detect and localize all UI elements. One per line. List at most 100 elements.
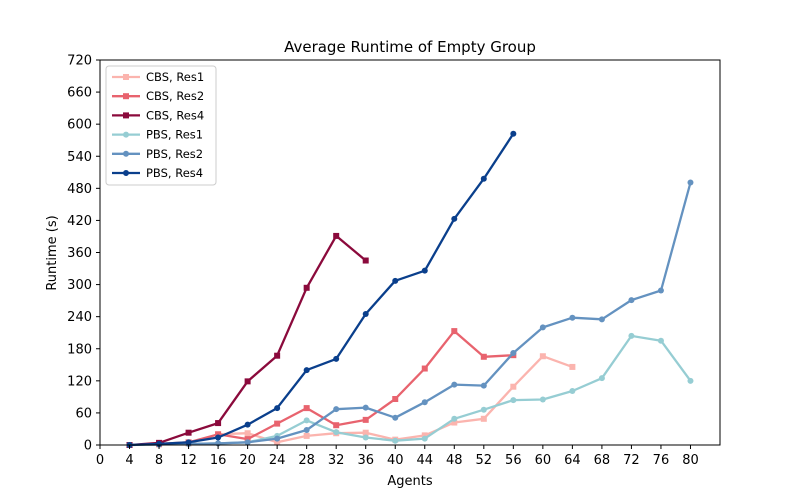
data-point (598, 316, 605, 323)
plot-area (126, 130, 694, 448)
data-point (244, 436, 251, 443)
data-point (303, 367, 310, 374)
data-point (539, 324, 546, 331)
x-tick-label: 0 (96, 453, 104, 468)
series-2 (126, 328, 517, 448)
data-point (657, 337, 664, 344)
data-point (333, 232, 340, 239)
x-tick-label: 20 (239, 453, 256, 468)
y-tick-label: 0 (84, 439, 92, 454)
x-tick-label: 4 (125, 453, 133, 468)
data-point (362, 429, 369, 436)
data-point (333, 422, 340, 429)
legend-marker (123, 150, 129, 157)
data-point (480, 406, 487, 413)
data-point (274, 435, 281, 442)
x-tick-label: 68 (594, 453, 611, 468)
x-tick-label: 44 (416, 453, 433, 468)
data-point (451, 415, 458, 422)
data-point (510, 383, 517, 390)
data-point (451, 381, 458, 388)
series-6 (126, 130, 517, 448)
data-point (480, 175, 487, 182)
data-point (657, 287, 664, 294)
legend-entry: CBS, Res4 (112, 108, 204, 122)
data-point (539, 396, 546, 403)
data-point (628, 332, 635, 339)
data-point (569, 363, 576, 370)
data-point (392, 277, 399, 284)
data-point (510, 350, 517, 357)
legend-label: CBS, Res1 (146, 70, 204, 84)
series-line (129, 329, 514, 447)
data-point (421, 435, 428, 442)
data-point (185, 439, 192, 446)
data-point (185, 429, 192, 436)
data-point (303, 432, 310, 439)
data-point (244, 421, 251, 428)
y-tick-label: 660 (67, 86, 92, 101)
x-tick-label: 80 (682, 453, 699, 468)
data-point (392, 437, 399, 444)
data-point (274, 439, 281, 446)
y-tick-label: 720 (67, 54, 92, 69)
series-line (129, 334, 692, 447)
x-tick-label: 72 (623, 453, 640, 468)
data-point (451, 215, 458, 222)
y-tick-label: 120 (67, 374, 92, 389)
legend-label: PBS, Res1 (146, 128, 203, 142)
data-point (303, 417, 310, 424)
x-tick-label: 48 (446, 453, 463, 468)
x-tick-label: 56 (505, 453, 522, 468)
data-point (687, 179, 694, 186)
legend-label: CBS, Res4 (146, 108, 204, 122)
legend-entry: PBS, Res1 (112, 128, 203, 142)
series-5 (126, 179, 694, 448)
y-tick-label: 420 (67, 214, 92, 229)
data-point (215, 420, 222, 427)
legend: CBS, Res1 CBS, Res2 CBS, Res4 PBS, Res1 PBS,… (105, 65, 217, 186)
y-tick-label: 600 (67, 118, 92, 133)
data-point (421, 432, 428, 439)
data-point (362, 434, 369, 441)
data-point (510, 397, 517, 404)
legend-entry: PBS, Res2 (112, 147, 203, 161)
legend-marker (123, 131, 129, 138)
x-tick-label: 64 (564, 453, 581, 468)
data-point (451, 419, 458, 426)
y-axis-label: Runtime (s) (45, 215, 60, 290)
series-4 (126, 332, 694, 448)
x-axis-ticks: 0 4 8 12 16 20 24 28 32 36 40 44 48 52 56 60 64 68 72 76 80 (96, 445, 699, 468)
data-point (244, 430, 251, 437)
data-point (333, 429, 340, 436)
data-point (333, 406, 340, 413)
data-point (303, 284, 310, 291)
data-point (244, 378, 251, 385)
series-line (129, 133, 515, 447)
data-point (539, 353, 546, 360)
x-tick-label: 32 (328, 453, 345, 468)
legend-entry: PBS, Res4 (112, 166, 203, 180)
data-point (392, 414, 399, 421)
data-point (480, 353, 487, 360)
data-point (480, 382, 487, 389)
data-point (244, 439, 251, 446)
x-tick-label: 16 (210, 453, 227, 468)
data-point (215, 434, 222, 441)
data-point (569, 314, 576, 321)
data-point (510, 130, 517, 137)
chart-title: Average Runtime of Empty Group (284, 38, 536, 56)
series-line (129, 355, 573, 447)
data-point (421, 399, 428, 406)
data-point (421, 365, 428, 372)
data-point (362, 310, 369, 317)
data-point (421, 267, 428, 274)
y-tick-label: 360 (67, 246, 92, 261)
legend-label: PBS, Res2 (146, 147, 203, 161)
y-axis-ticks: 0 60 120 180 240 300 360 420 480 540 600 660 720 (67, 54, 100, 454)
x-axis-label: Agents (387, 474, 432, 489)
legend-marker (123, 93, 129, 100)
data-point (274, 420, 281, 427)
x-tick-label: 12 (180, 453, 197, 468)
